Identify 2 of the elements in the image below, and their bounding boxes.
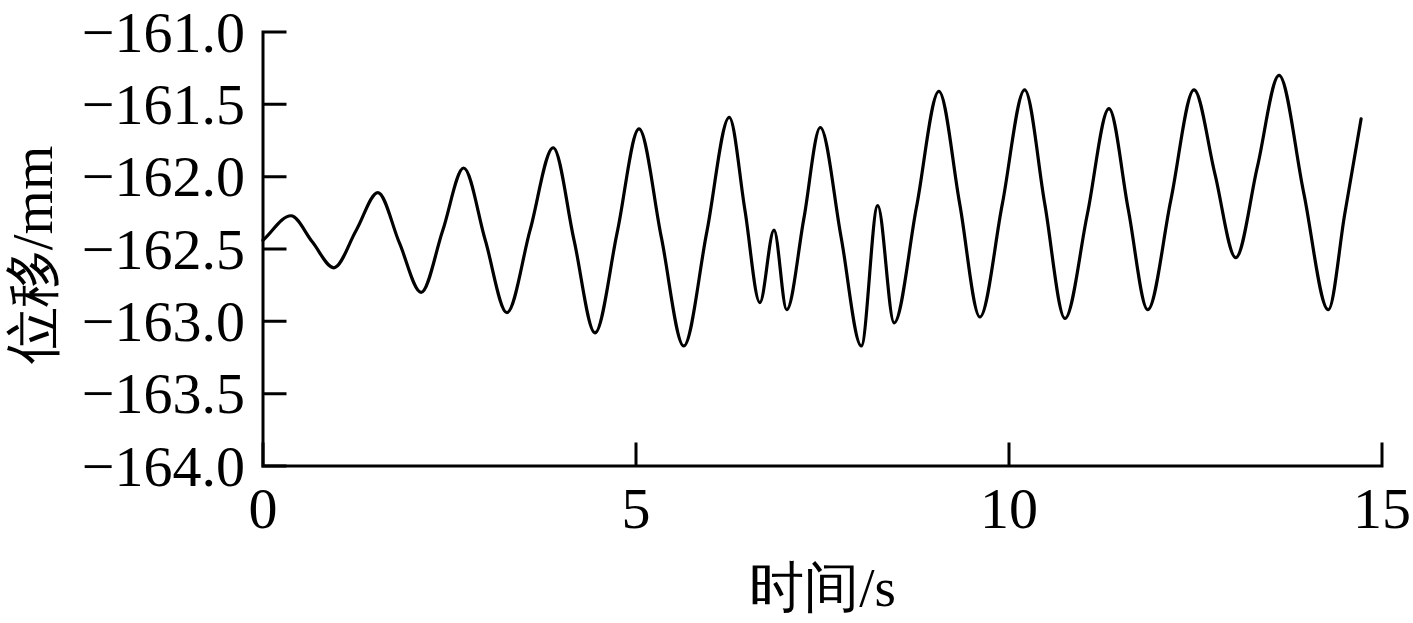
ylabel: 位移/mm (0, 145, 64, 365)
xlabel: 时间/s (749, 557, 896, 618)
